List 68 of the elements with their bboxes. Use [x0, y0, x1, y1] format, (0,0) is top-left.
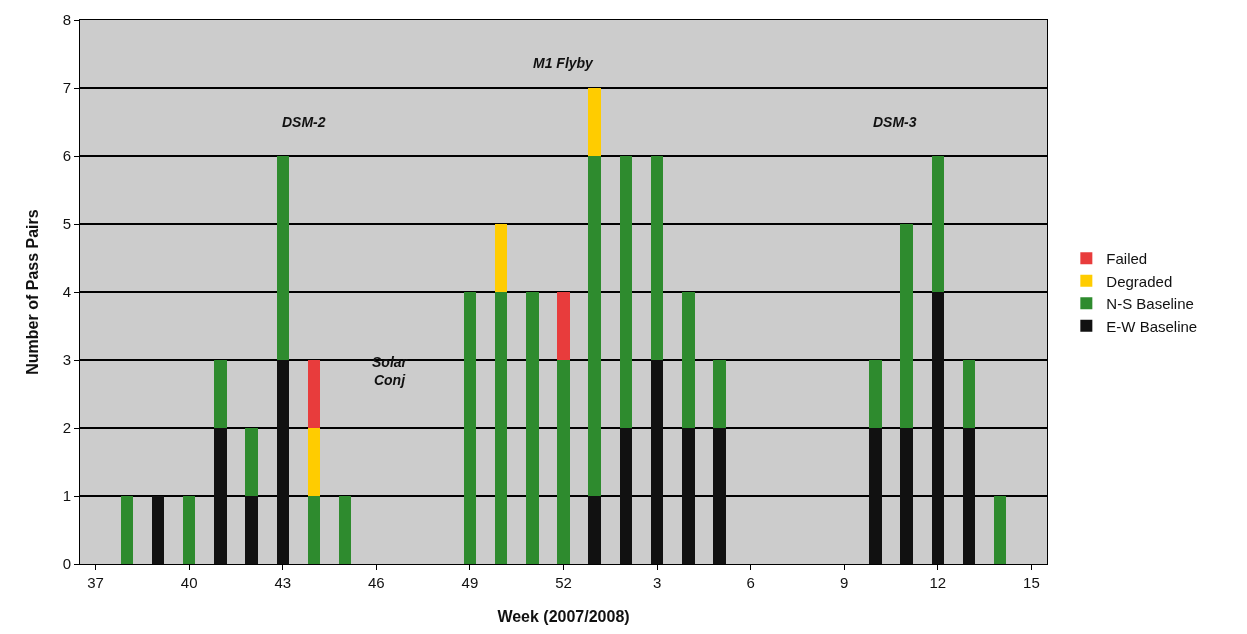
bar	[900, 428, 913, 564]
bar	[869, 360, 882, 428]
bar	[962, 428, 976, 564]
bar	[338, 496, 352, 564]
bar	[682, 292, 695, 428]
bar	[276, 360, 289, 564]
bar	[993, 496, 1007, 564]
x-tick-label: 12	[929, 574, 947, 591]
legend-label: N-S Baseline	[1106, 295, 1194, 313]
annotation: DSM-2	[282, 114, 326, 130]
bar	[307, 496, 321, 564]
bar	[557, 360, 570, 564]
bar	[307, 428, 321, 496]
bar	[900, 224, 913, 428]
x-tick-label: 3	[652, 574, 662, 591]
bar	[962, 360, 976, 428]
bar	[245, 496, 258, 564]
bar	[463, 292, 477, 564]
x-axis-title: Week (2007/2008)	[497, 608, 630, 625]
y-tick-label: 0	[62, 555, 71, 573]
bar	[245, 428, 258, 496]
bar	[494, 224, 508, 292]
bar	[619, 156, 633, 428]
x-tick-label: 46	[368, 574, 385, 591]
annotation: M1 Flyby	[533, 55, 595, 71]
x-tick-label: 6	[746, 574, 755, 591]
y-tick-label: 1	[62, 487, 71, 505]
x-tick-label: 52	[555, 574, 572, 591]
x-tick-label: 9	[840, 574, 849, 591]
y-tick-label: 3	[62, 351, 71, 369]
legend-label: E-W Baseline	[1106, 317, 1198, 335]
bar	[588, 88, 601, 156]
bar	[682, 428, 695, 564]
x-tick-label: 40	[180, 574, 198, 591]
x-tick-label: 15	[1023, 574, 1040, 591]
x-tick-label: 37	[87, 574, 104, 591]
bar	[713, 428, 726, 564]
bar	[214, 360, 227, 428]
bar	[588, 496, 601, 564]
bar	[931, 156, 945, 292]
y-tick-label: 4	[62, 283, 71, 301]
bar	[650, 156, 664, 360]
bar	[494, 292, 508, 564]
y-tick-label: 8	[62, 11, 71, 29]
bar	[650, 360, 664, 564]
bar	[619, 428, 633, 564]
legend-label: Degraded	[1106, 272, 1173, 290]
bar	[869, 428, 882, 564]
bar	[557, 292, 570, 360]
bar	[214, 428, 227, 564]
x-tick-label: 49	[461, 574, 479, 591]
annotation: DSM-3	[873, 114, 917, 130]
bar	[151, 496, 165, 564]
bar	[276, 156, 289, 360]
bar	[713, 360, 726, 428]
bar	[120, 496, 134, 564]
y-tick-label: 6	[62, 147, 71, 165]
y-tick-label: 2	[62, 419, 71, 437]
x-tick-label: 43	[274, 574, 292, 591]
y-tick-label: 5	[62, 215, 71, 233]
bar	[307, 360, 321, 428]
y-axis-title: Number of Pass Pairs	[24, 209, 41, 375]
bar	[588, 156, 601, 496]
bar	[526, 292, 539, 564]
y-tick-label: 7	[62, 79, 71, 97]
bar	[182, 496, 196, 564]
legend-label: Failed	[1106, 250, 1148, 268]
bar	[931, 292, 945, 564]
